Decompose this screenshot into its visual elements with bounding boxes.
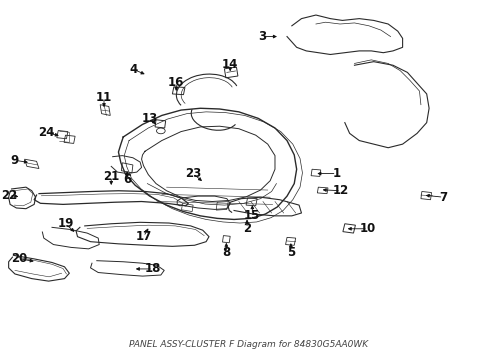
Text: 11: 11 — [96, 91, 112, 104]
Text: 7: 7 — [440, 191, 447, 204]
Text: PANEL ASSY-CLUSTER F Diagram for 84830G5AA0WK: PANEL ASSY-CLUSTER F Diagram for 84830G5… — [129, 339, 368, 348]
Text: 20: 20 — [12, 252, 28, 265]
Text: 14: 14 — [222, 58, 238, 71]
Text: 6: 6 — [123, 173, 131, 186]
Text: 18: 18 — [145, 262, 161, 275]
Text: 21: 21 — [103, 170, 120, 183]
Text: 9: 9 — [11, 154, 19, 167]
Text: 8: 8 — [222, 246, 230, 259]
Text: 19: 19 — [57, 217, 74, 230]
Text: 24: 24 — [38, 126, 54, 139]
Text: 12: 12 — [333, 184, 349, 197]
Text: 17: 17 — [135, 230, 151, 243]
Text: 10: 10 — [360, 222, 376, 235]
Text: 15: 15 — [244, 209, 261, 222]
Text: 5: 5 — [287, 246, 295, 259]
Text: 22: 22 — [1, 189, 17, 202]
Text: 2: 2 — [243, 222, 251, 235]
Text: 3: 3 — [258, 30, 266, 43]
Text: 23: 23 — [185, 167, 201, 180]
Text: 16: 16 — [168, 76, 184, 89]
Text: 1: 1 — [333, 167, 341, 180]
Text: 4: 4 — [130, 63, 138, 76]
Text: 13: 13 — [142, 112, 158, 125]
